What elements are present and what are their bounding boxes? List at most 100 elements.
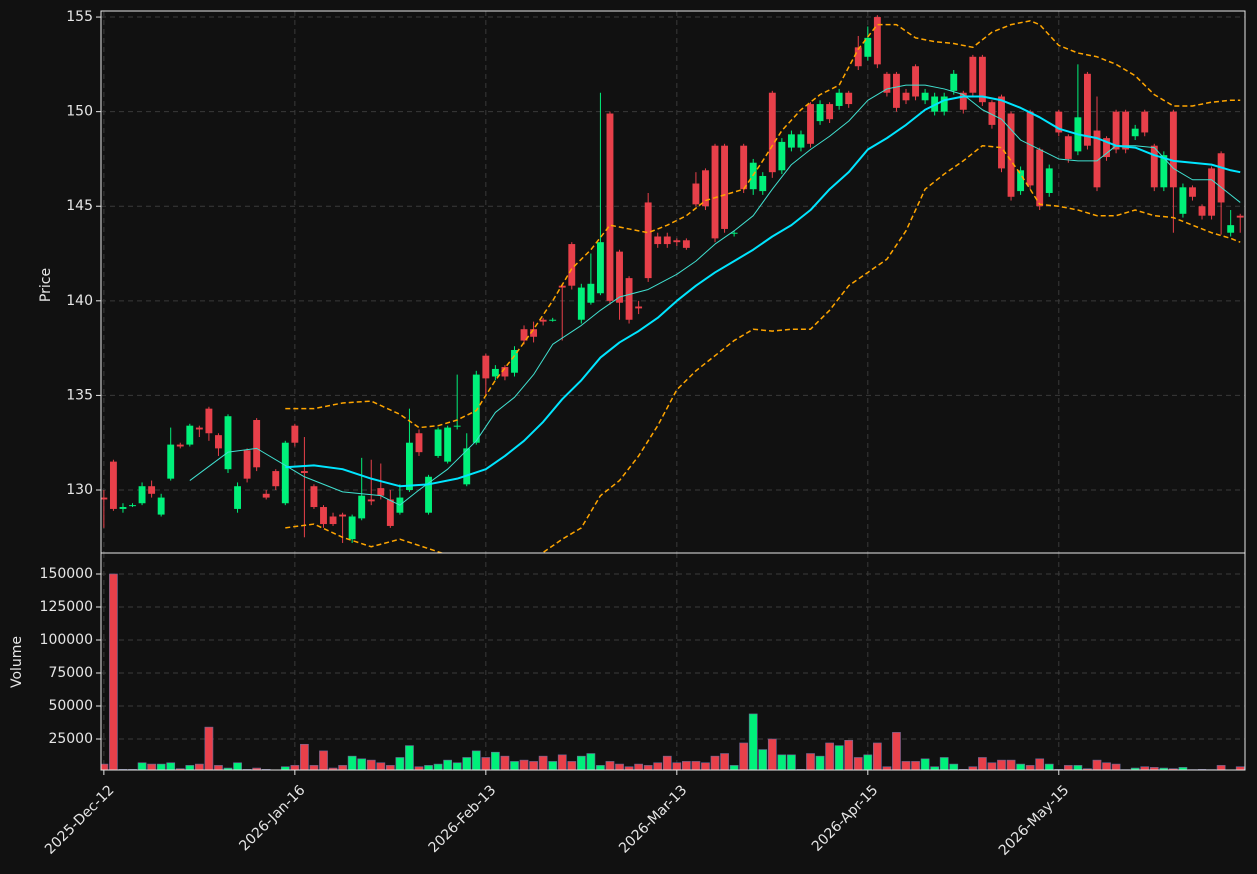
candle-body: [587, 283, 595, 303]
volume-bar: [634, 763, 643, 770]
volume-bar: [739, 742, 749, 770]
candle-body: [215, 435, 222, 449]
candle-body: [224, 416, 232, 470]
candle-body: [845, 92, 853, 105]
volume-bar: [596, 765, 605, 770]
volume-bar: [1025, 765, 1035, 770]
y-tick-label: 125000: [40, 599, 93, 615]
candle-body: [759, 175, 767, 192]
candle-body: [1150, 145, 1158, 188]
candle-body: [1103, 138, 1110, 158]
candle-body: [787, 134, 795, 148]
candle-body: [1179, 187, 1187, 214]
volume-bar: [586, 753, 596, 770]
candle-body: [434, 429, 442, 456]
candle-body: [453, 425, 461, 427]
candle-body: [721, 145, 729, 229]
candle-body: [406, 442, 413, 491]
volume-bar: [471, 750, 481, 770]
candle-body: [1017, 170, 1025, 192]
candle-body: [807, 104, 814, 144]
volume-bar: [452, 762, 462, 770]
volume-bar: [939, 757, 949, 770]
volume-bar: [997, 759, 1006, 770]
y-tick-label: 150000: [40, 566, 93, 582]
volume-bar: [978, 757, 987, 770]
volume-bar: [653, 762, 663, 770]
candle-body: [1036, 149, 1044, 207]
candle-body: [606, 113, 614, 301]
volume-bar: [557, 754, 567, 770]
volume-marks: [101, 573, 1245, 770]
candle-body: [902, 92, 910, 101]
candle-body: [673, 240, 681, 243]
volume-bar: [510, 761, 519, 770]
volume-bar: [710, 755, 720, 770]
candle-body: [205, 408, 213, 434]
candle-body: [358, 495, 366, 519]
candle-body: [195, 427, 203, 430]
candle-body: [625, 278, 633, 320]
candle-body: [702, 170, 709, 207]
candle-body: [1007, 113, 1015, 197]
candle-body: [864, 37, 872, 57]
candle-body: [539, 319, 547, 322]
volume-bar: [901, 761, 911, 770]
candle-body: [320, 507, 327, 525]
candle-body: [635, 306, 643, 309]
volume-bar: [844, 740, 854, 770]
volume-bar: [987, 762, 997, 770]
candle-body: [1122, 111, 1130, 150]
volume-bar: [567, 761, 577, 770]
candle-body: [1131, 128, 1139, 137]
candle-body: [682, 240, 690, 248]
volume-bar: [748, 713, 758, 770]
volume-bar: [424, 765, 433, 770]
candle-body: [148, 486, 156, 494]
volume-bar: [949, 763, 959, 770]
candle-body: [348, 516, 356, 540]
y-tick-label: 145: [66, 198, 93, 214]
candle-body: [1026, 111, 1034, 186]
candle-body: [577, 287, 585, 320]
volume-bar: [462, 757, 472, 770]
candle-body: [425, 476, 432, 513]
candle-body: [1160, 155, 1168, 188]
candle-body: [873, 17, 881, 65]
candle-body: [959, 92, 967, 110]
volume-bar: [204, 726, 214, 770]
volume-bar: [357, 758, 367, 770]
volume-bar: [911, 761, 920, 770]
candle-body: [998, 96, 1005, 169]
candle-body: [1236, 215, 1244, 218]
candle-body: [921, 92, 929, 101]
candle-body: [644, 202, 652, 279]
candle-body: [711, 145, 719, 239]
volume-bar: [787, 754, 796, 770]
volume-bar: [147, 763, 156, 770]
volume-bar: [1111, 763, 1121, 770]
y-tick-label: 150: [66, 104, 93, 120]
volume-bar: [777, 754, 787, 770]
band-line: [285, 20, 1241, 429]
candle-body: [1083, 73, 1091, 146]
candle-body: [367, 499, 375, 502]
volume-bar: [615, 763, 624, 770]
volume-bar: [1092, 759, 1102, 770]
y-tick-label: 75000: [48, 665, 93, 681]
volume-bar: [576, 755, 586, 770]
candle-body: [1217, 153, 1225, 203]
y-tick-label: 155: [66, 9, 93, 25]
candle-body: [1208, 168, 1216, 216]
y-axis-label: Price: [38, 268, 54, 302]
volume-bar: [405, 745, 414, 770]
candle-body: [768, 92, 776, 173]
volume-bar: [395, 757, 405, 770]
volume-bar: [481, 757, 491, 770]
candle-body: [243, 450, 251, 479]
volume-bar: [729, 765, 739, 770]
candle-body: [1055, 111, 1063, 133]
grid-layer: [101, 11, 1245, 770]
candle-body: [663, 236, 671, 245]
